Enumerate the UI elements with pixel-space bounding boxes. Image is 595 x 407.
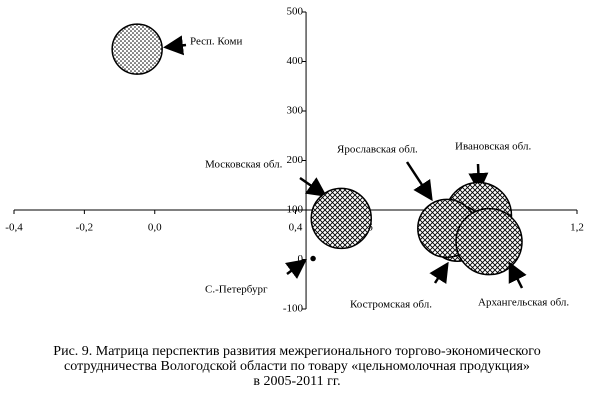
arrow (299, 176, 328, 197)
x-tick-label: 0,4 (289, 222, 303, 234)
x-tick-label: -0,4 (5, 222, 23, 234)
y-tick-label: 500 (287, 6, 304, 18)
point-label: Ивановская обл. (455, 141, 531, 153)
axes: -0,4-0,20,00,40,60,81,01,2-1000100200300… (5, 6, 584, 315)
y-tick-label: -100 (283, 303, 304, 315)
point-label: С.-Петербург (205, 284, 268, 296)
y-tick-label: 100 (287, 204, 304, 216)
caption-line: Рис. 9. Матрица перспектив развития межр… (53, 344, 540, 359)
point-label: Московская обл. (205, 159, 283, 171)
point-label: Архангельская обл. (478, 297, 569, 309)
point-label: Ярославская обл. (337, 144, 418, 156)
x-tick-label: 0,0 (148, 222, 162, 234)
y-tick-label: 200 (287, 154, 304, 166)
bubbles (111, 23, 523, 276)
bubble (455, 207, 523, 276)
point-label: Костромская обл. (350, 299, 432, 311)
y-tick-label: 300 (287, 105, 304, 117)
arrow (429, 261, 449, 285)
point-label: Респ. Коми (190, 36, 242, 48)
bubble (310, 187, 372, 250)
bubble (310, 255, 316, 262)
caption-line: в 2005-2011 гг. (253, 374, 340, 389)
caption-line: сотрудничества Вологодской области по то… (64, 359, 530, 374)
arrows-front (429, 261, 527, 289)
y-tick-label: 400 (287, 55, 304, 67)
arrow (285, 259, 307, 279)
x-tick-label: 1,2 (570, 222, 584, 234)
x-tick-label: -0,2 (76, 222, 93, 234)
arrow (405, 161, 433, 202)
arrow (508, 261, 527, 289)
arrow (163, 35, 187, 56)
bubble (111, 23, 163, 75)
caption: Рис. 9. Матрица перспектив развития межр… (53, 344, 540, 389)
